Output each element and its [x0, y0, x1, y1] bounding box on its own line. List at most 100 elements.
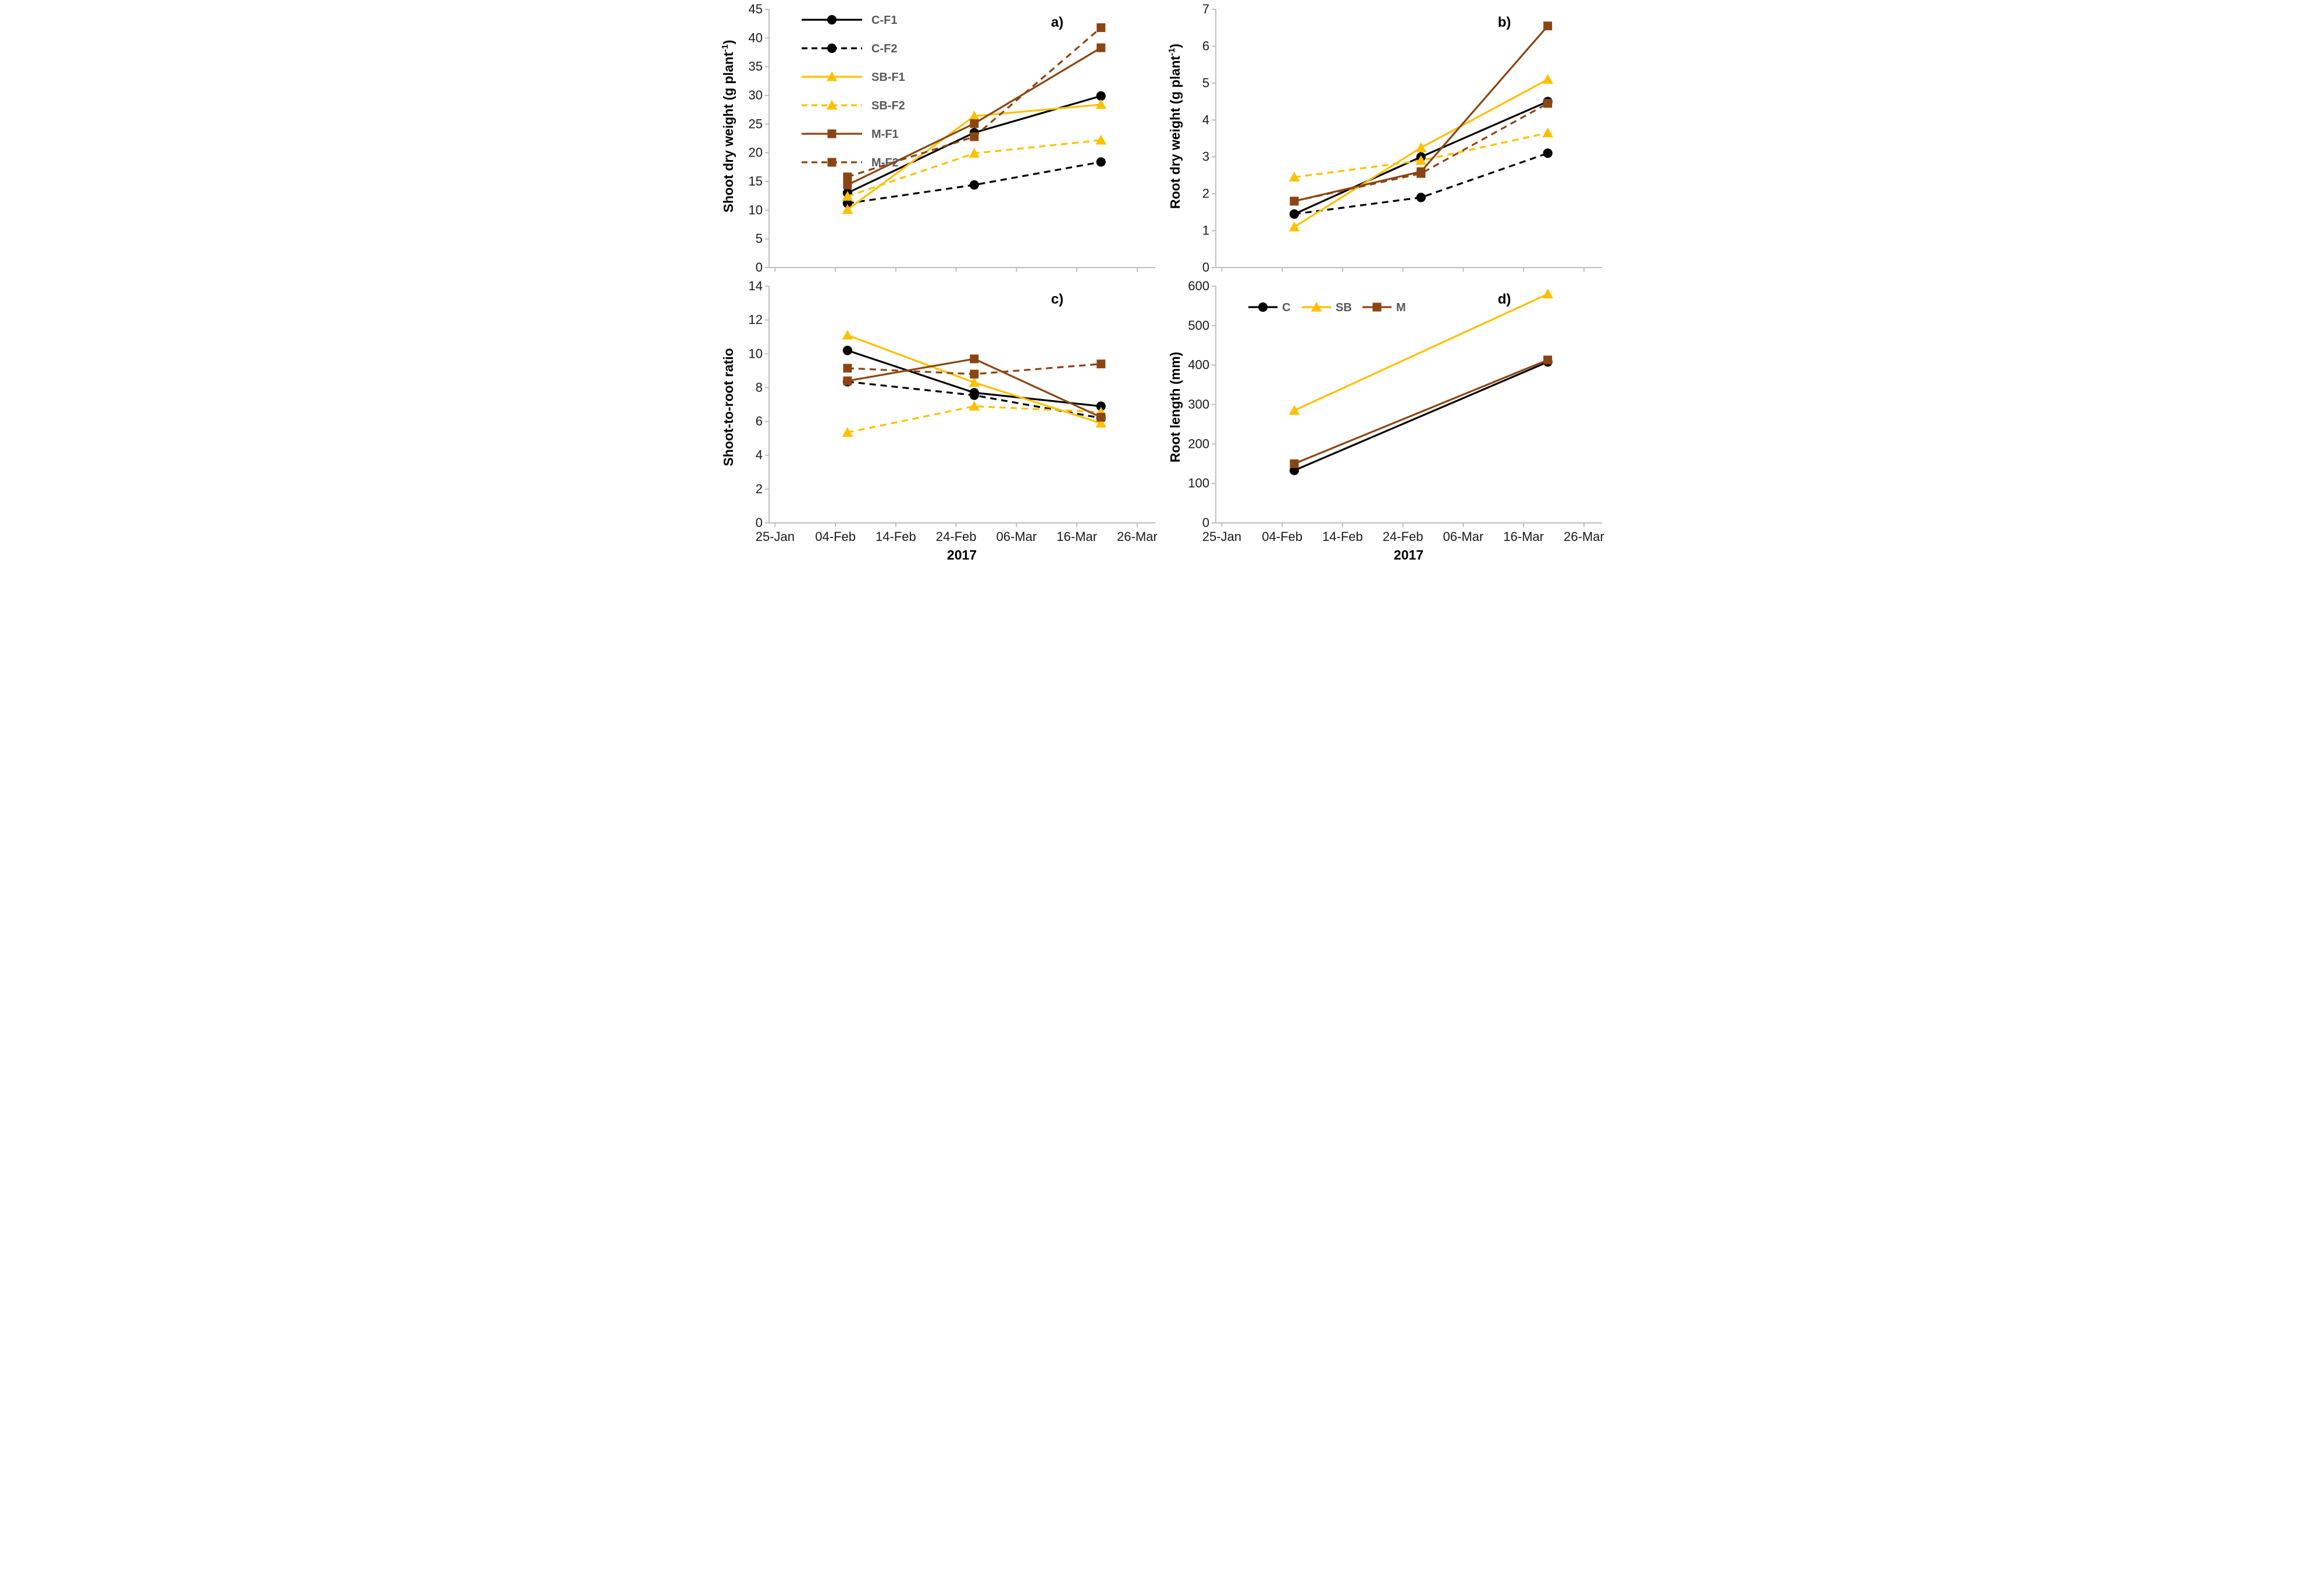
y-tick-label: 2 — [755, 482, 762, 496]
series-M-F1-point — [1543, 22, 1552, 31]
y-tick-label: 0 — [1202, 515, 1209, 530]
series-M-F2-point — [1096, 359, 1105, 369]
y-tick-label: 4 — [755, 448, 762, 462]
x-tick-label: 06-Mar — [1443, 529, 1483, 544]
series-C-F2-point — [1543, 148, 1553, 158]
chart-root-dry-weight: 0 1 2 3 4 5 6 7 b) — [1202, 2, 1602, 275]
series-SB-F1-point — [1415, 142, 1426, 152]
series-C-F1-point — [1096, 91, 1106, 101]
series-C-F2-point — [969, 180, 979, 190]
series-M-F2-point — [969, 369, 978, 379]
series-M-F2-point — [1416, 169, 1425, 178]
legend-SB-label: SB — [1336, 301, 1352, 314]
panel-d: Root length (mm) 0 100 200 300 400 500 600 25-J… — [1162, 279, 1607, 563]
series-SB-F1-point — [1289, 221, 1300, 231]
x-tick-label: 24-Feb — [935, 529, 976, 544]
series-M-F2-point — [1543, 99, 1552, 108]
x-tick-label: 16-Mar — [1056, 529, 1097, 544]
y-tick-label: 5 — [755, 231, 762, 246]
y-tick-label: 4 — [1202, 112, 1209, 127]
panel-a: Shoot dry weight (g plant-1) 0 5 10 15 20 25 3… — [716, 2, 1160, 278]
panel-letter: a) — [1051, 15, 1063, 30]
y-tick-label: 30 — [748, 88, 762, 102]
legend-C-swatch-marker — [1258, 302, 1268, 312]
series-C-F2-point — [1416, 193, 1426, 202]
series-M-F2-point — [842, 172, 852, 181]
legend-SB-F1-swatch-marker — [826, 71, 837, 81]
series-M-F2-point — [1289, 197, 1298, 206]
legend-M-label: M — [1396, 301, 1406, 314]
y-tick-label: 25 — [748, 116, 762, 131]
x-tick-label: 24-Feb — [1382, 529, 1423, 544]
series-M-point — [1543, 355, 1552, 365]
legend-C-label: C — [1282, 301, 1290, 314]
legend-C-F2-label: C-F2 — [871, 42, 897, 55]
legend-M-swatch-marker — [1372, 302, 1381, 312]
x-tick-label: 14-Feb — [1322, 529, 1363, 544]
x-tick-label: 04-Feb — [1262, 529, 1302, 544]
legend-M-F2-label: M-F2 — [871, 156, 899, 169]
series-M-F1-point — [969, 119, 978, 128]
series-SB-line — [1293, 293, 1548, 412]
series-SB-F1-point — [968, 377, 980, 387]
y-tick-label: 40 — [748, 30, 762, 45]
series-M-F2-point — [842, 364, 852, 373]
x-tick-label: 06-Mar — [996, 529, 1037, 544]
panel-letter: b) — [1497, 15, 1511, 30]
x-tick-label: 26-Mar — [1564, 529, 1604, 544]
series-SB-F2-point — [1095, 134, 1106, 145]
y-tick-label: 500 — [1188, 318, 1209, 333]
chart-shoot-dry-weight: 0 5 10 15 20 25 30 35 40 45 a) C-F1 C-F2 SB-F1 SB-F2 M-… — [748, 2, 1155, 275]
legend-SB-F1-label: SB-F1 — [871, 71, 905, 84]
series-SB-F2-point — [1542, 127, 1553, 137]
series-M-F1-point — [969, 354, 978, 364]
y-axis-title-d: Root length (mm) — [1167, 351, 1183, 462]
legend-SB-F2-label: SB-F2 — [871, 99, 905, 112]
series-M-F1-point — [1096, 412, 1105, 422]
series-SB-F2-point — [1415, 155, 1426, 165]
y-tick-label: 200 — [1188, 436, 1209, 451]
y-tick-label: 0 — [755, 260, 762, 275]
panel-letter: d) — [1497, 291, 1511, 307]
series-SB-F2-line — [847, 405, 1101, 434]
series-C-F1-point — [1096, 401, 1106, 411]
series-SB-F2-point — [1289, 172, 1300, 182]
series-M-F1-point — [842, 180, 852, 190]
series-SB-F1-point — [842, 204, 853, 214]
x-tick-label: 26-Mar — [1117, 529, 1158, 544]
x-axis-title-year-right: 2017 — [1393, 547, 1424, 562]
y-tick-label: 400 — [1188, 358, 1209, 372]
legend-M-F2-swatch-marker — [827, 158, 836, 167]
legend-C-F2-swatch-marker — [827, 43, 837, 54]
series-M-F2-point — [1096, 23, 1105, 33]
y-axis-title-a: Shoot dry weight (g plant-1) — [720, 40, 736, 213]
legend-SB-F2-swatch-marker — [826, 99, 837, 110]
y-tick-label: 300 — [1188, 397, 1209, 412]
legend-C-F1-swatch-marker — [827, 15, 837, 25]
x-tick-label: 04-Feb — [815, 529, 856, 544]
y-tick-label: 0 — [1202, 260, 1209, 275]
series-SB-F1-point — [1542, 74, 1553, 84]
series-SB-F1-point — [968, 111, 980, 121]
four-panel-line-chart-figure: Shoot dry weight (g plant-1) 0 5 10 15 20 25 3… — [716, 2, 1609, 563]
series-SB-point — [1289, 405, 1300, 415]
y-tick-label: 3 — [1202, 149, 1209, 164]
panel-b: Root dry weight (g plant-1) 0 1 2 3 4 5 6 7 b) — [1162, 2, 1607, 278]
series-M-F1-point — [842, 376, 852, 386]
y-tick-label: 20 — [748, 145, 762, 160]
y-tick-label: 6 — [755, 414, 762, 429]
y-tick-label: 600 — [1188, 279, 1209, 293]
series-SB-F1-point — [1095, 99, 1106, 109]
series-M-line — [1293, 359, 1548, 465]
y-tick-label: 10 — [748, 346, 762, 361]
y-tick-label: 6 — [1202, 38, 1209, 53]
series-C-F1-point — [842, 346, 852, 355]
y-tick-label: 0 — [755, 515, 762, 530]
y-tick-label: 2 — [1202, 186, 1209, 201]
series-M-F1-point — [1096, 43, 1105, 52]
series-SB-F2-point — [842, 191, 853, 201]
y-tick-label: 8 — [755, 380, 762, 394]
panel-letter: c) — [1051, 291, 1063, 307]
legend-SB-swatch-marker — [1311, 301, 1322, 312]
series-SB-point — [1542, 288, 1553, 299]
